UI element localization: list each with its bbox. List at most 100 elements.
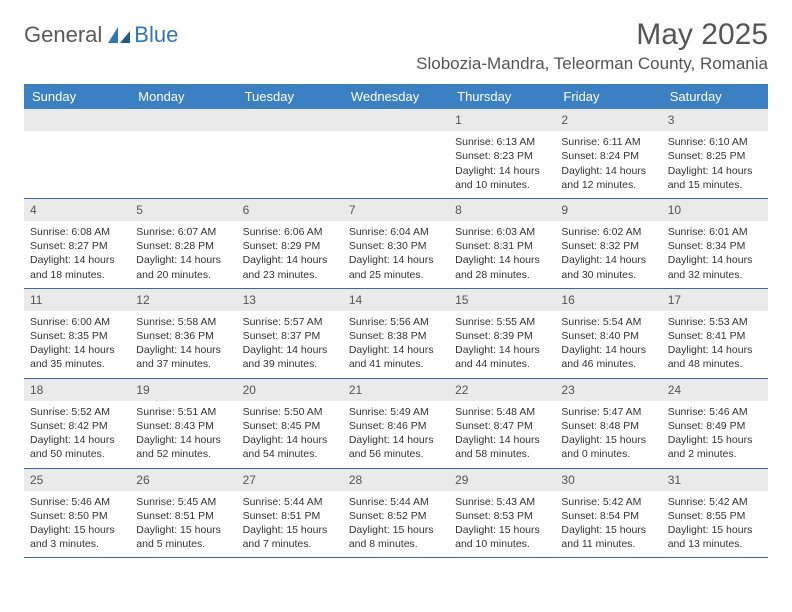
calendar-cell [343, 109, 449, 198]
daylight-line-1: Daylight: 14 hours [668, 343, 762, 357]
calendar-cell: 7Sunrise: 6:04 AMSunset: 8:30 PMDaylight… [343, 199, 449, 288]
cell-body: Sunrise: 6:13 AMSunset: 8:23 PMDaylight:… [449, 131, 555, 198]
week-row: 25Sunrise: 5:46 AMSunset: 8:50 PMDayligh… [24, 469, 768, 559]
daylight-line-2: and 3 minutes. [30, 537, 124, 551]
sunrise-line: Sunrise: 5:58 AM [136, 315, 230, 329]
sunrise-line: Sunrise: 5:48 AM [455, 405, 549, 419]
sunrise-line: Sunrise: 6:08 AM [30, 225, 124, 239]
calendar-cell: 29Sunrise: 5:43 AMSunset: 8:53 PMDayligh… [449, 469, 555, 558]
week-row: 11Sunrise: 6:00 AMSunset: 8:35 PMDayligh… [24, 289, 768, 379]
day-number: 18 [24, 379, 130, 401]
sunset-line: Sunset: 8:34 PM [668, 239, 762, 253]
cell-body [343, 131, 449, 191]
sunrise-line: Sunrise: 5:47 AM [561, 405, 655, 419]
daylight-line-1: Daylight: 14 hours [455, 164, 549, 178]
logo-sail-icon [106, 25, 132, 45]
sunset-line: Sunset: 8:39 PM [455, 329, 549, 343]
cell-body: Sunrise: 5:56 AMSunset: 8:38 PMDaylight:… [343, 311, 449, 378]
sunrise-line: Sunrise: 5:49 AM [349, 405, 443, 419]
cell-body: Sunrise: 5:42 AMSunset: 8:55 PMDaylight:… [662, 491, 768, 558]
sunset-line: Sunset: 8:47 PM [455, 419, 549, 433]
cell-body: Sunrise: 6:02 AMSunset: 8:32 PMDaylight:… [555, 221, 661, 288]
daylight-line-1: Daylight: 14 hours [561, 343, 655, 357]
calendar-cell [237, 109, 343, 198]
sunrise-line: Sunrise: 5:56 AM [349, 315, 443, 329]
day-header: Tuesday [237, 84, 343, 109]
cell-body [237, 131, 343, 191]
sunrise-line: Sunrise: 5:43 AM [455, 495, 549, 509]
daylight-line-1: Daylight: 14 hours [243, 253, 337, 267]
cell-body: Sunrise: 6:01 AMSunset: 8:34 PMDaylight:… [662, 221, 768, 288]
daylight-line-1: Daylight: 14 hours [349, 433, 443, 447]
sunrise-line: Sunrise: 6:11 AM [561, 135, 655, 149]
daylight-line-2: and 50 minutes. [30, 447, 124, 461]
day-number: 13 [237, 289, 343, 311]
calendar-cell: 6Sunrise: 6:06 AMSunset: 8:29 PMDaylight… [237, 199, 343, 288]
day-number [237, 109, 343, 131]
logo: General Blue [24, 22, 178, 48]
logo-text-general: General [24, 22, 102, 48]
day-number: 29 [449, 469, 555, 491]
cell-body: Sunrise: 5:46 AMSunset: 8:50 PMDaylight:… [24, 491, 130, 558]
daylight-line-1: Daylight: 14 hours [30, 253, 124, 267]
cell-body: Sunrise: 5:47 AMSunset: 8:48 PMDaylight:… [555, 401, 661, 468]
calendar-cell [130, 109, 236, 198]
cell-body: Sunrise: 5:54 AMSunset: 8:40 PMDaylight:… [555, 311, 661, 378]
sunrise-line: Sunrise: 6:01 AM [668, 225, 762, 239]
sunset-line: Sunset: 8:23 PM [455, 149, 549, 163]
sunset-line: Sunset: 8:37 PM [243, 329, 337, 343]
day-number: 17 [662, 289, 768, 311]
day-number: 26 [130, 469, 236, 491]
day-number: 20 [237, 379, 343, 401]
sunrise-line: Sunrise: 5:53 AM [668, 315, 762, 329]
daylight-line-1: Daylight: 15 hours [455, 523, 549, 537]
day-number: 1 [449, 109, 555, 131]
cell-body: Sunrise: 6:07 AMSunset: 8:28 PMDaylight:… [130, 221, 236, 288]
cell-body: Sunrise: 5:51 AMSunset: 8:43 PMDaylight:… [130, 401, 236, 468]
cell-body: Sunrise: 5:49 AMSunset: 8:46 PMDaylight:… [343, 401, 449, 468]
sunset-line: Sunset: 8:55 PM [668, 509, 762, 523]
calendar-cell: 24Sunrise: 5:46 AMSunset: 8:49 PMDayligh… [662, 379, 768, 468]
day-number: 14 [343, 289, 449, 311]
daylight-line-2: and 10 minutes. [455, 178, 549, 192]
day-number: 11 [24, 289, 130, 311]
sunset-line: Sunset: 8:40 PM [561, 329, 655, 343]
daylight-line-2: and 0 minutes. [561, 447, 655, 461]
cell-body: Sunrise: 6:08 AMSunset: 8:27 PMDaylight:… [24, 221, 130, 288]
sunset-line: Sunset: 8:51 PM [243, 509, 337, 523]
sunrise-line: Sunrise: 6:07 AM [136, 225, 230, 239]
daylight-line-1: Daylight: 14 hours [455, 433, 549, 447]
day-number: 5 [130, 199, 236, 221]
calendar-cell: 19Sunrise: 5:51 AMSunset: 8:43 PMDayligh… [130, 379, 236, 468]
cell-body: Sunrise: 5:48 AMSunset: 8:47 PMDaylight:… [449, 401, 555, 468]
cell-body: Sunrise: 5:44 AMSunset: 8:52 PMDaylight:… [343, 491, 449, 558]
cell-body: Sunrise: 5:55 AMSunset: 8:39 PMDaylight:… [449, 311, 555, 378]
calendar-cell: 26Sunrise: 5:45 AMSunset: 8:51 PMDayligh… [130, 469, 236, 558]
cell-body: Sunrise: 5:58 AMSunset: 8:36 PMDaylight:… [130, 311, 236, 378]
calendar-cell: 20Sunrise: 5:50 AMSunset: 8:45 PMDayligh… [237, 379, 343, 468]
daylight-line-2: and 35 minutes. [30, 357, 124, 371]
daylight-line-2: and 13 minutes. [668, 537, 762, 551]
calendar-cell: 30Sunrise: 5:42 AMSunset: 8:54 PMDayligh… [555, 469, 661, 558]
calendar-cell: 13Sunrise: 5:57 AMSunset: 8:37 PMDayligh… [237, 289, 343, 378]
daylight-line-2: and 15 minutes. [668, 178, 762, 192]
day-number: 25 [24, 469, 130, 491]
sunset-line: Sunset: 8:30 PM [349, 239, 443, 253]
day-number: 3 [662, 109, 768, 131]
sunset-line: Sunset: 8:38 PM [349, 329, 443, 343]
daylight-line-2: and 58 minutes. [455, 447, 549, 461]
title-block: May 2025 Slobozia-Mandra, Teleorman Coun… [416, 18, 768, 74]
daylight-line-2: and 30 minutes. [561, 268, 655, 282]
daylight-line-2: and 54 minutes. [243, 447, 337, 461]
daylight-line-2: and 20 minutes. [136, 268, 230, 282]
day-header-row: SundayMondayTuesdayWednesdayThursdayFrid… [24, 84, 768, 109]
day-number: 22 [449, 379, 555, 401]
sunset-line: Sunset: 8:49 PM [668, 419, 762, 433]
day-number [24, 109, 130, 131]
daylight-line-2: and 7 minutes. [243, 537, 337, 551]
cell-body: Sunrise: 5:44 AMSunset: 8:51 PMDaylight:… [237, 491, 343, 558]
week-row: 1Sunrise: 6:13 AMSunset: 8:23 PMDaylight… [24, 109, 768, 199]
daylight-line-1: Daylight: 14 hours [243, 433, 337, 447]
daylight-line-1: Daylight: 14 hours [668, 164, 762, 178]
sunset-line: Sunset: 8:25 PM [668, 149, 762, 163]
